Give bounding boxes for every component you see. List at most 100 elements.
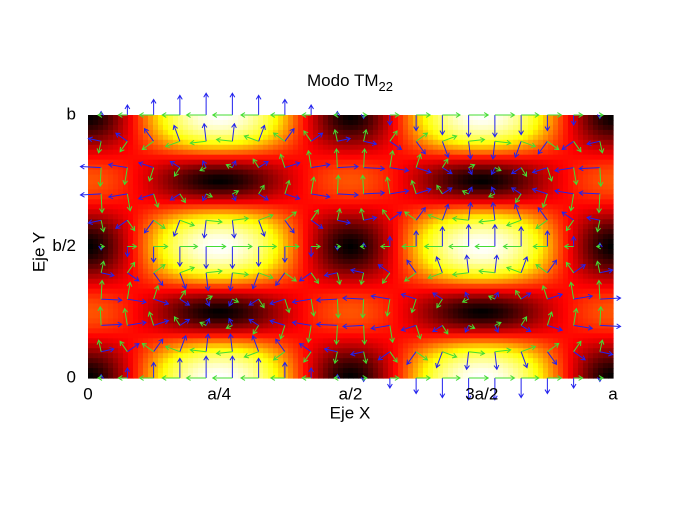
field-cell [453,288,459,295]
field-cell [148,169,154,176]
field-cell [298,134,304,141]
field-cell [498,338,504,344]
field-cell [233,204,239,210]
field-cell [243,209,249,215]
field-cell [308,219,314,225]
field-cell [393,224,399,230]
field-cell [288,353,294,359]
field-cell [453,179,459,186]
field-cell [263,209,269,215]
field-cell [348,373,354,379]
field-cell [353,194,359,200]
field-cell [463,263,469,270]
field-cell [98,184,104,191]
field-cell [343,288,349,295]
field-cell [398,333,404,339]
field-cell [258,234,264,240]
field-cell [428,159,434,166]
field-cell [493,333,499,339]
field-cell [333,248,339,255]
field-cell [533,273,539,280]
field-cell [258,268,264,275]
field-cell [238,348,244,354]
field-cell [198,204,204,210]
field-cell [513,283,519,290]
field-cell [298,308,304,315]
field-cell [188,308,194,315]
field-cell [103,189,109,195]
field-cell [448,214,454,220]
field-cell [148,189,154,195]
field-cell [448,199,454,205]
field-cell [408,363,414,369]
field-cell [403,363,409,369]
field-cell [223,229,229,235]
field-cell [448,224,454,230]
field-cell [398,248,404,255]
field-cell [138,204,144,210]
field-cell [128,229,134,235]
field-cell [153,239,159,245]
field-cell [218,184,224,191]
field-cell [393,214,399,220]
field-cell [343,353,349,359]
field-cell [173,333,179,339]
field-cell [478,169,484,176]
field-cell [328,214,334,220]
field-cell [388,184,394,191]
field-cell [238,333,244,339]
field-cell [538,253,544,260]
field-cell [523,258,529,265]
field-cell [513,313,519,320]
field-cell [348,129,354,136]
field-cell [263,298,269,305]
field-cell [553,318,559,325]
field-cell [553,273,559,280]
field-cell [203,273,209,280]
field-cell [103,248,109,255]
field-cell [218,159,224,166]
field-cell [428,298,434,305]
field-cell [188,368,194,374]
field-cell [473,278,479,285]
field-cell [503,124,509,131]
field-cell [518,189,524,195]
field-cell [433,293,439,300]
field-cell [543,169,549,176]
field-cell [163,338,169,344]
field-cell [188,338,194,344]
field-cell [293,115,299,121]
field-cell [218,263,224,270]
field-cell [168,318,174,325]
field-cell [113,144,119,151]
field-cell [333,328,339,334]
field-cell [223,313,229,320]
field-cell [293,239,299,245]
field-cell [478,124,484,131]
field-cell [93,194,99,200]
field-cell [238,363,244,369]
field-cell [258,283,264,290]
field-cell [488,184,494,191]
field-cell [303,244,309,250]
field-cell [93,258,99,265]
field-cell [278,184,284,191]
field-cell [413,318,419,325]
field-cell [178,368,184,374]
field-cell [433,209,439,215]
field-cell [103,253,109,260]
field-cell [108,358,114,364]
field-cell [468,333,474,339]
field-cell [268,179,274,186]
field-cell [203,239,209,245]
field-cell [243,204,249,210]
field-cell [283,134,289,141]
field-cell [463,204,469,210]
field-cell [388,224,394,230]
field-cell [483,373,489,379]
field-cell [103,149,109,156]
field-cell [443,298,449,305]
field-cell [173,219,179,225]
field-cell [133,184,139,191]
field-cell [428,268,434,275]
